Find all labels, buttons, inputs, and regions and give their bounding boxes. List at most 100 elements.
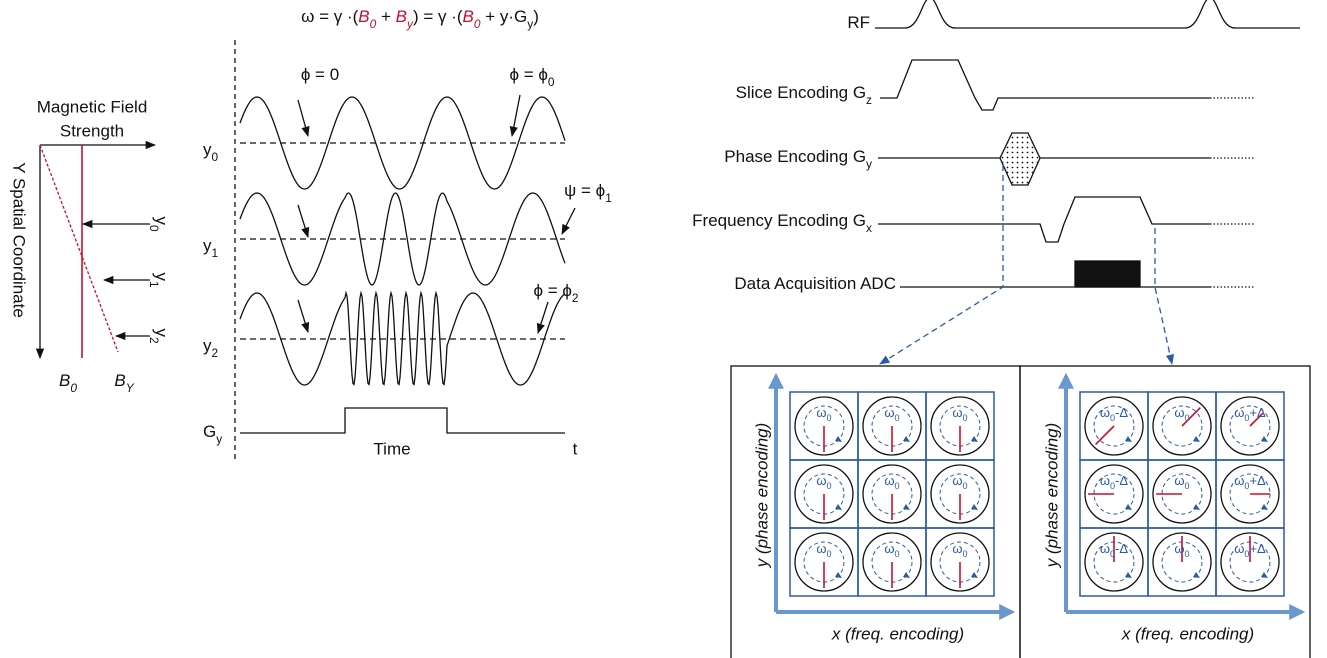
subscript: 0: [827, 549, 832, 559]
spin-circle: [794, 464, 854, 524]
spin-circle: [862, 396, 922, 456]
subscript: 0: [1185, 413, 1190, 423]
subscript: x: [866, 221, 872, 235]
magnetization: [1249, 412, 1264, 427]
x-axis-label: x (freq. encoding): [1121, 624, 1254, 643]
gradient-pulse: [240, 407, 565, 434]
subscript: 1: [147, 281, 161, 288]
text-part: ω: [816, 473, 826, 488]
subscript: 0: [1185, 549, 1190, 559]
cell-label: ω0: [884, 541, 899, 559]
suffix: -Δ: [1115, 405, 1128, 420]
text-part: y: [152, 216, 171, 225]
subscript: 0: [1110, 549, 1115, 559]
rotation-arrow: [835, 572, 842, 578]
field-name: B0: [59, 371, 77, 395]
subscript: 0: [1244, 481, 1249, 491]
text-part: ) = γ ·(: [413, 7, 463, 26]
gx-line: [878, 196, 1210, 243]
text-part: ): [533, 7, 539, 26]
annotation: ψ = ϕ1: [564, 181, 612, 205]
subscript: 0: [1244, 413, 1249, 423]
text-part: Frequency Encoding G: [692, 211, 866, 230]
spin-circle: [1152, 464, 1212, 524]
sequence-label: Slice Encoding Gz: [736, 83, 872, 107]
text-part: ω = γ ·(: [301, 7, 359, 26]
text-part: B: [114, 371, 125, 390]
time-label: Time: [373, 439, 410, 458]
subscript: 0: [370, 17, 377, 31]
rotation-arrow: [1193, 504, 1200, 510]
subscript: 0: [1110, 413, 1115, 423]
equation: ω = γ ·(B0 + By) = γ ·(B0 + y·Gy): [301, 7, 539, 31]
text-part: ϕ = 0: [301, 65, 339, 84]
grid-box: [1019, 365, 1311, 658]
rotation-arrow: [835, 504, 842, 510]
y-axis-label: y (phase encoding): [1042, 423, 1061, 569]
text-part: ω: [952, 473, 962, 488]
rotation-arrow: [1125, 504, 1132, 510]
by-line: [39, 144, 119, 353]
subscript: 0: [963, 413, 968, 423]
rotation-arrow: [1193, 436, 1200, 442]
subscript: 1: [605, 191, 612, 205]
wave: [239, 192, 566, 286]
rotation-arrow: [1193, 572, 1200, 578]
subscript: 0: [1110, 481, 1115, 491]
row-label: y1: [203, 236, 219, 260]
subscript: 0: [70, 381, 77, 395]
text-part: G: [203, 422, 216, 441]
spin-circle: [1220, 464, 1280, 524]
subscript: Y: [126, 381, 135, 395]
cell-label: ω0-Δ: [1100, 405, 1129, 423]
text-part: ϕ = ϕ: [509, 65, 547, 84]
text-part: RF: [847, 13, 870, 32]
spin-circle: [1220, 532, 1280, 592]
text-part: ω: [1234, 473, 1244, 488]
suffix: +Δ: [1249, 473, 1266, 488]
field-name: BY: [114, 371, 134, 395]
spin-circle: [1220, 396, 1280, 456]
precession: [1093, 405, 1135, 447]
link-arrow: [879, 165, 1004, 365]
subscript: 0: [963, 481, 968, 491]
subscript: 0: [147, 225, 161, 232]
text-part: ω: [1100, 541, 1110, 556]
subscript: 0: [827, 481, 832, 491]
text-part: B: [358, 7, 369, 26]
text-part: ψ = ϕ: [564, 181, 605, 200]
subscript: y: [527, 17, 533, 31]
text-part: ω: [1100, 405, 1110, 420]
subscript: 2: [212, 346, 219, 360]
magnetization: [1181, 407, 1201, 427]
text-part: +: [376, 7, 395, 26]
subscript: 2: [147, 337, 161, 344]
arrow: [297, 299, 310, 333]
spin-circle: [1152, 396, 1212, 456]
text-part: ω: [1234, 405, 1244, 420]
cell-label: ω0-Δ: [1100, 541, 1129, 559]
arrow: [561, 207, 576, 235]
grid-cell: [925, 527, 995, 597]
suffix: -Δ: [1115, 541, 1128, 556]
subscript: 0: [1244, 549, 1249, 559]
text-part: ω: [816, 405, 826, 420]
subscript: 0: [895, 549, 900, 559]
sequence-label: Phase Encoding Gy: [724, 147, 872, 171]
subscript: 1: [212, 246, 219, 260]
precession: [1229, 405, 1271, 447]
text-part: ω: [1100, 473, 1110, 488]
cell-label: ω0: [816, 405, 831, 423]
text-part: B: [396, 7, 407, 26]
cell-label: ω0+Δ: [1234, 473, 1266, 491]
rotation-arrow: [903, 504, 910, 510]
subscript: 0: [895, 413, 900, 423]
rotation-arrow: [1261, 504, 1268, 510]
text-part: B: [59, 371, 70, 390]
subscript: 2: [572, 291, 579, 305]
rotation-arrow: [971, 436, 978, 442]
cell-label: ω0: [816, 473, 831, 491]
spin-circle: [1084, 396, 1144, 456]
text-part: ω: [952, 541, 962, 556]
